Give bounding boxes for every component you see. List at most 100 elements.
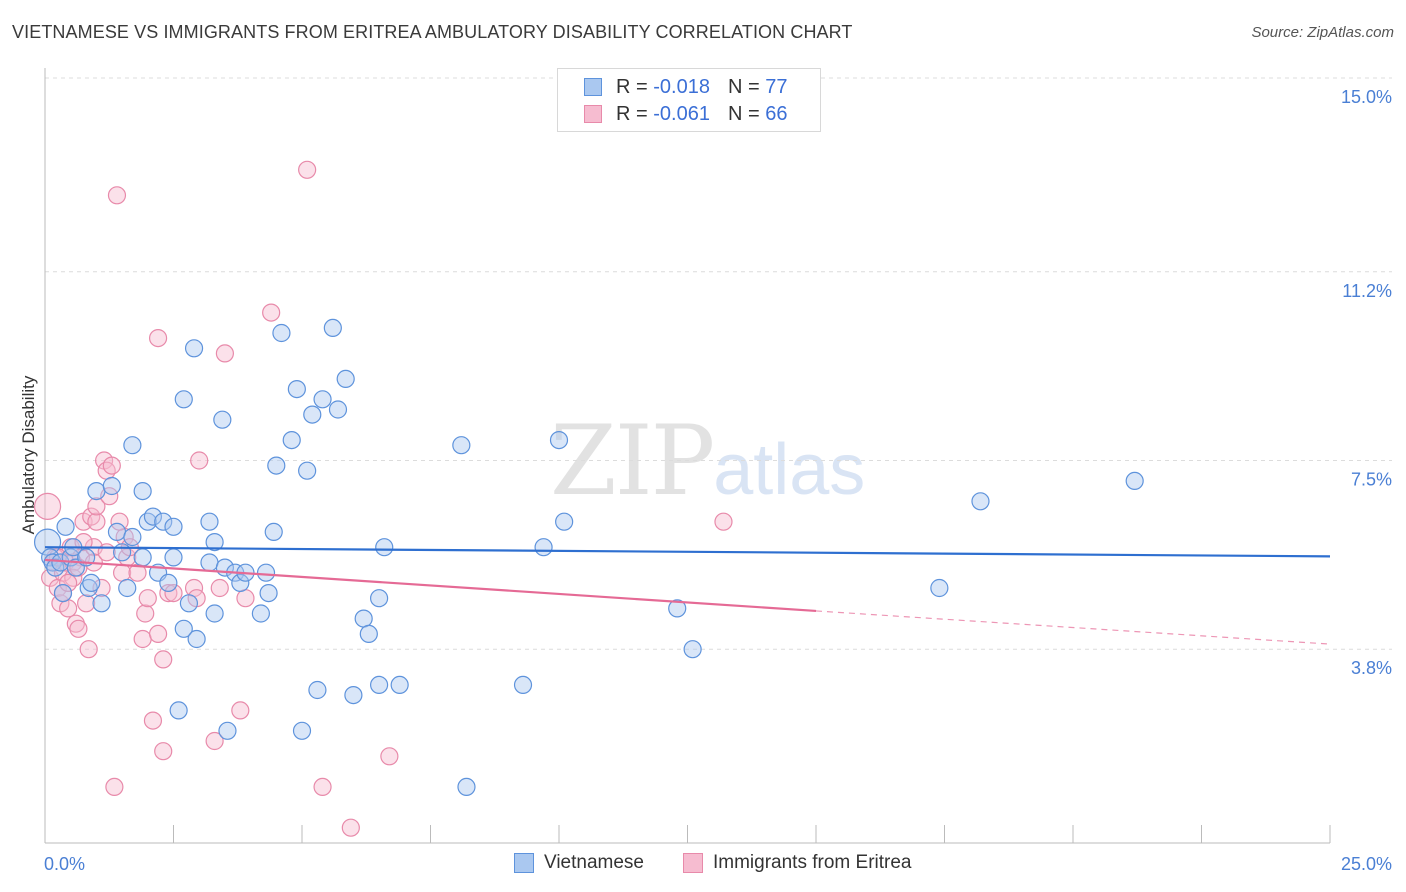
vietnamese-point <box>282 431 301 450</box>
eritrea-point <box>87 497 106 516</box>
vietnamese-point <box>549 431 569 450</box>
vietnamese-point <box>82 573 101 593</box>
eritrea-point <box>97 543 116 562</box>
vietnamese-point <box>452 436 471 455</box>
eritrea-point <box>298 160 317 179</box>
vietnamese-point <box>179 594 199 613</box>
vietnamese-point <box>264 522 283 542</box>
chart-title: VIETNAMESE VS IMMIGRANTS FROM ERITREA AM… <box>12 22 853 42</box>
bottom-legend-label-vietnamese: Vietnamese <box>544 852 644 873</box>
vietnamese-point <box>231 573 250 593</box>
x-tick-label-min: 0.0% <box>44 854 85 874</box>
eritrea-point <box>105 777 124 797</box>
eritrea-point <box>190 451 209 470</box>
vietnamese-point <box>123 436 142 455</box>
vietnamese-point <box>555 512 574 531</box>
eritrea-point <box>236 589 255 608</box>
vietnamese-point <box>303 405 322 424</box>
bottom-legend-eritrea: Immigrants from Eritrea <box>683 852 911 874</box>
vietnamese-point <box>344 685 363 705</box>
vietnamese-point <box>683 640 702 659</box>
vietnamese-point <box>1125 471 1144 490</box>
eritrea-point <box>112 563 132 582</box>
eritrea-point <box>87 512 106 531</box>
vietnamese-point <box>46 558 65 577</box>
x-tick-labels: 0.0% 25.0% <box>44 854 1392 874</box>
vietnamese-point <box>359 624 378 644</box>
legend-n-label: N = <box>727 75 760 98</box>
y-tick-label: 15.0% <box>1341 87 1392 107</box>
vietnamese-point <box>102 476 121 496</box>
vietnamese-point <box>668 599 687 618</box>
vietnamese-point <box>112 543 132 562</box>
vietnamese-trendline <box>44 546 1331 558</box>
legend-row-vietnamese: R = -0.018 N = 77 <box>584 75 787 99</box>
eritrea-point <box>231 701 250 720</box>
eritrea-point <box>148 329 168 348</box>
eritrea-point <box>714 512 733 531</box>
vietnamese-point <box>123 527 142 547</box>
eritrea-point <box>154 650 173 669</box>
trendlines <box>44 546 1331 645</box>
bottom-legend-swatch-eritrea <box>683 853 703 873</box>
vietnamese-point <box>107 522 127 542</box>
eritrea-point <box>205 731 224 751</box>
eritrea-point <box>136 604 155 623</box>
x-ticks <box>44 825 1331 843</box>
vietnamese-point <box>56 517 75 536</box>
vietnamese-point <box>323 318 342 337</box>
legend-r-value: -0.018 <box>653 75 710 98</box>
vietnamese-point <box>133 482 152 501</box>
vietnamese-point <box>534 538 553 557</box>
bottom-legend-label-eritrea: Immigrants from Eritrea <box>713 852 912 873</box>
eritrea-point <box>82 507 101 526</box>
eritrea-point <box>380 747 399 766</box>
vietnamese-point <box>259 583 278 603</box>
eritrea-point <box>107 186 127 205</box>
vietnamese-point <box>205 532 224 552</box>
eritrea-point <box>164 583 183 603</box>
vietnamese-point <box>513 675 533 695</box>
eritrea-point <box>59 573 78 593</box>
series-eritrea-points <box>33 160 733 837</box>
vietnamese-point <box>184 339 204 358</box>
eritrea-point <box>133 629 152 649</box>
eritrea-trendline-extension <box>815 610 1331 645</box>
legend-r-value: -0.061 <box>653 102 710 125</box>
vietnamese-point <box>308 680 327 700</box>
vietnamese-point <box>287 380 306 399</box>
vietnamese-point <box>205 604 224 623</box>
vietnamese-point <box>375 538 394 557</box>
legend-row-eritrea: R = -0.061 N = 66 <box>584 102 787 126</box>
legend-n-value: 66 <box>765 102 788 125</box>
correlation-legend: R = -0.018 N = 77 R = -0.061 N = 66 <box>557 68 821 132</box>
vietnamese-point <box>336 369 355 388</box>
legend-r-label: R = <box>616 102 648 125</box>
vietnamese-point <box>218 721 237 740</box>
eritrea-point <box>33 492 62 520</box>
series-vietnamese-points <box>33 318 1144 797</box>
eritrea-point <box>154 742 173 761</box>
eritrea-point <box>159 583 178 603</box>
vietnamese-point <box>457 777 476 797</box>
vietnamese-point <box>79 578 98 598</box>
legend-n-label: N = <box>727 102 760 125</box>
vietnamese-point <box>213 410 232 429</box>
eritrea-point <box>210 578 229 598</box>
vietnamese-point <box>200 512 219 531</box>
vietnamese-point <box>138 512 157 531</box>
vietnamese-point <box>292 721 312 740</box>
vietnamese-point <box>328 400 348 419</box>
eritrea-point <box>215 344 234 363</box>
bottom-legend-vietnamese: Vietnamese <box>514 852 644 874</box>
vietnamese-point <box>272 323 291 343</box>
vietnamese-point <box>133 548 152 567</box>
legend-swatch-vietnamese <box>584 78 602 96</box>
vietnamese-point <box>92 594 111 613</box>
eritrea-point <box>262 303 281 322</box>
vietnamese-point <box>971 492 990 511</box>
vietnamese-point <box>53 583 73 603</box>
eritrea-point <box>102 456 121 475</box>
vietnamese-point <box>390 675 409 695</box>
